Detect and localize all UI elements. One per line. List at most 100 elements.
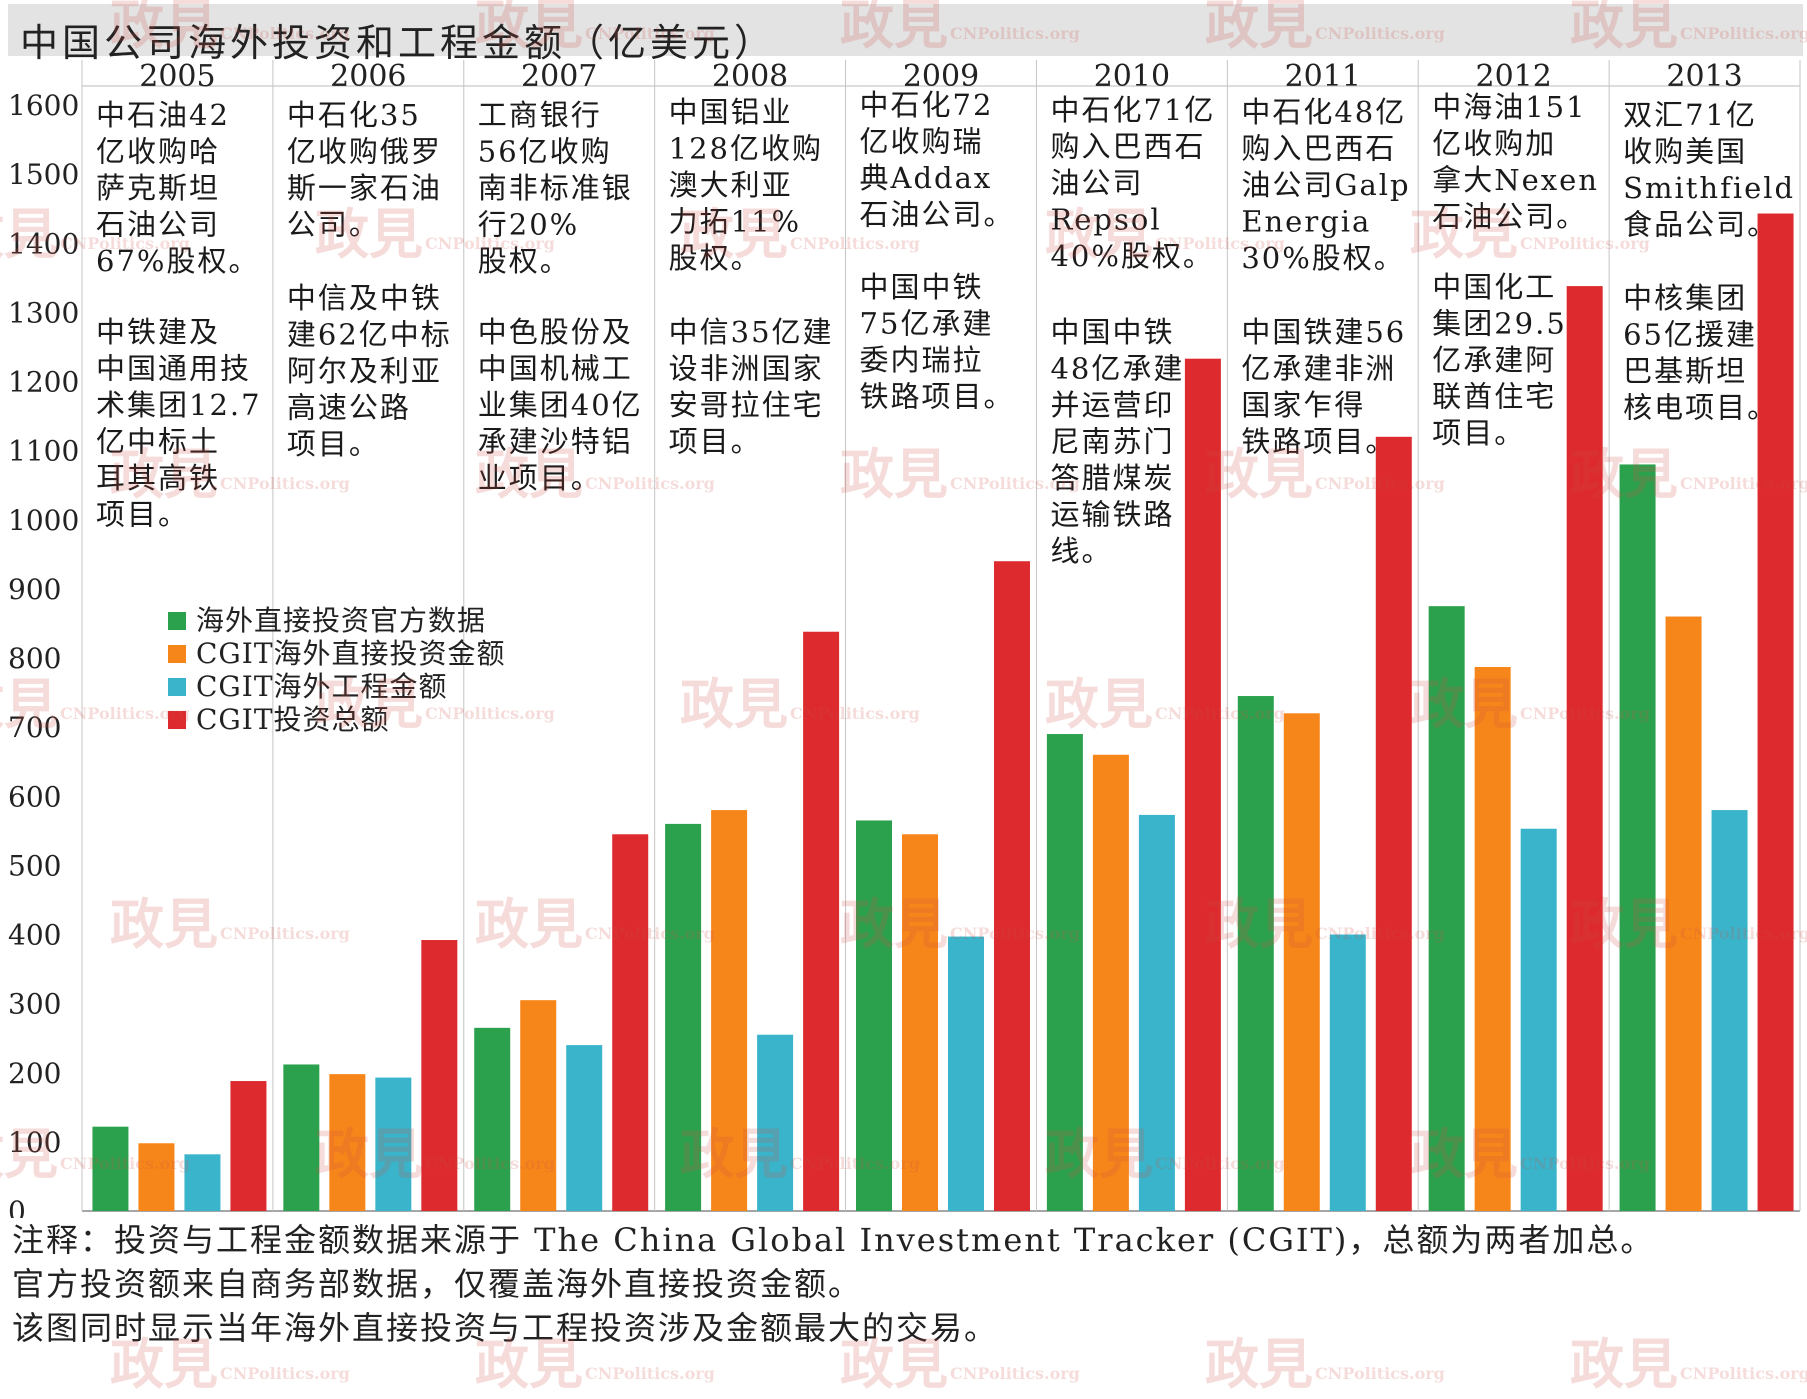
- footnote-line: 该图同时显示当年海外直接投资与工程投资涉及金额最大的交易。: [12, 1309, 999, 1347]
- bar: [329, 1074, 366, 1211]
- bar: [612, 834, 649, 1211]
- deal-annotation-line: 股权。: [478, 244, 571, 278]
- deal-annotation-line: 答腊煤炭: [1050, 461, 1174, 495]
- deal-annotation-line: 128亿收购: [669, 132, 823, 166]
- year-label: 2006: [330, 59, 406, 94]
- bar: [1428, 606, 1465, 1211]
- deal-annotation-line: 铁路项目。: [1241, 425, 1396, 459]
- y-tick-label: 1600: [8, 89, 79, 122]
- deal-annotation-line: 术集团12.7: [96, 388, 262, 422]
- deal-annotation-line: 拿大Nexen: [1432, 163, 1599, 197]
- bar: [566, 1045, 603, 1211]
- deal-annotation-line: 中石化72: [860, 88, 994, 122]
- deal-annotation-line: 铁路项目。: [860, 380, 1015, 414]
- bar: [421, 940, 458, 1211]
- deal-annotation-line: 中信及中铁: [287, 281, 442, 315]
- deal-annotation-line: 石油公司: [96, 208, 220, 242]
- legend-label: CGIT海外直接投资金额: [196, 637, 506, 670]
- deal-annotation-line: 业项目。: [478, 461, 602, 495]
- deal-annotation-line: 行20%: [478, 208, 579, 242]
- bar: [1046, 734, 1083, 1211]
- deal-annotation-line: 尼南苏门: [1050, 425, 1174, 459]
- footnote-line: 注释：投资与工程金额数据来源于 The China Global Investm…: [12, 1221, 1655, 1259]
- bar: [1329, 934, 1366, 1211]
- bar: [1474, 666, 1511, 1211]
- deal-annotation-line: 巴基斯坦: [1623, 354, 1747, 388]
- deal-annotation-line: 设非洲国家: [669, 352, 824, 386]
- y-tick-label: 0: [8, 1195, 26, 1218]
- bar: [1711, 810, 1748, 1211]
- deal-annotation-line: Smithfield: [1623, 171, 1795, 205]
- year-label: 2008: [712, 59, 788, 94]
- y-tick-label: 700: [8, 711, 61, 744]
- bar: [1520, 828, 1557, 1211]
- chart: 0 100 200 300 400 500 600 700 800 900 1000 1100 1200…: [8, 59, 1801, 1218]
- y-tick-label: 1300: [8, 296, 79, 329]
- deal-annotation-line: 48亿承建: [1050, 352, 1184, 386]
- legend-swatch: [168, 678, 186, 696]
- deal-annotation-line: 65亿援建: [1623, 318, 1757, 352]
- deal-annotation-line: 中铁建及: [96, 315, 220, 349]
- deal-annotation-line: 中国中铁: [860, 270, 984, 304]
- deal-annotation-line: 耳其高铁: [96, 461, 220, 495]
- deal-annotation-line: 中国中铁: [1050, 315, 1174, 349]
- y-tick-label: 800: [8, 642, 61, 675]
- deal-annotation-line: 中石化71亿: [1050, 93, 1215, 127]
- legend-swatch: [168, 711, 186, 729]
- bar: [1092, 754, 1129, 1211]
- deal-annotation-line: 项目。: [96, 498, 189, 532]
- deal-annotation-line: 中色股份及: [478, 315, 633, 349]
- year-label: 2007: [521, 59, 597, 94]
- y-tick-label: 100: [8, 1126, 61, 1159]
- deal-annotation-line: 高速公路: [287, 391, 411, 425]
- deal-annotation-line: 中国机械工: [478, 352, 633, 386]
- deal-annotation-line: 亿收购哈: [96, 135, 220, 169]
- deal-annotation-line: 业集团40亿: [478, 388, 643, 422]
- bar: [757, 1034, 794, 1211]
- bar: [902, 834, 938, 1211]
- y-tick-label: 300: [8, 988, 61, 1021]
- year-label: 2013: [1666, 59, 1742, 94]
- bar: [1375, 436, 1412, 1211]
- deal-annotation-line: 中国铁建56: [1241, 315, 1406, 349]
- deal-annotation-line: 项目。: [287, 427, 380, 461]
- chart-title: 中国公司海外投资和工程金额（亿美元）: [20, 21, 777, 65]
- deal-annotation-line: Energia: [1241, 205, 1371, 239]
- deal-annotation-line: 建62亿中标: [287, 318, 452, 352]
- deal-annotation-line: 力拓11%: [669, 205, 801, 239]
- bar: [1566, 286, 1603, 1211]
- deal-annotation-line: 并运营印: [1050, 388, 1174, 422]
- deal-annotation-line: 购入巴西石: [1050, 130, 1205, 164]
- title-bar: 中国公司海外投资和工程金额（亿美元）: [8, 4, 1803, 65]
- deal-annotation-line: 集团29.5: [1432, 307, 1567, 341]
- legend-label: CGIT投资总额: [196, 703, 390, 736]
- bar: [375, 1077, 412, 1211]
- year-label: 2012: [1475, 59, 1551, 94]
- deal-annotation-line: 56亿收购: [478, 135, 612, 169]
- deal-annotation-line: 油公司Galp: [1241, 168, 1410, 202]
- deal-annotation-line: 公司。: [287, 208, 380, 242]
- deal-annotation-line: 阿尔及利亚: [287, 354, 442, 388]
- deal-annotation-line: 75亿承建: [860, 307, 994, 341]
- bar: [138, 1143, 175, 1211]
- deal-annotation-line: 石油公司。: [1432, 200, 1587, 234]
- deal-annotation-line: 核电项目。: [1623, 391, 1778, 425]
- deal-annotation-line: Repsol: [1050, 203, 1161, 237]
- deal-annotation-line: 工商银行: [478, 98, 602, 132]
- legend-swatch: [168, 645, 186, 663]
- deal-annotation-line: 运输铁路: [1050, 498, 1174, 532]
- y-tick-label: 400: [8, 919, 61, 952]
- bar: [520, 1000, 557, 1211]
- year-label: 2010: [1094, 59, 1170, 94]
- deal-annotation-line: 40%股权。: [1050, 239, 1213, 273]
- deal-annotation-line: 亿承建非洲: [1241, 352, 1396, 386]
- y-tick-label: 1500: [8, 158, 79, 191]
- deal-annotation-line: 中石化48亿: [1241, 95, 1406, 129]
- legend-label: 海外直接投资官方数据: [196, 604, 486, 637]
- deal-annotation-line: 中信35亿建: [669, 315, 834, 349]
- deal-annotation-line: 石油公司。: [860, 198, 1015, 232]
- deal-annotation-line: 南非标准银: [478, 171, 633, 205]
- bar: [283, 1064, 320, 1211]
- bar: [856, 820, 892, 1211]
- year-label: 2005: [139, 59, 215, 94]
